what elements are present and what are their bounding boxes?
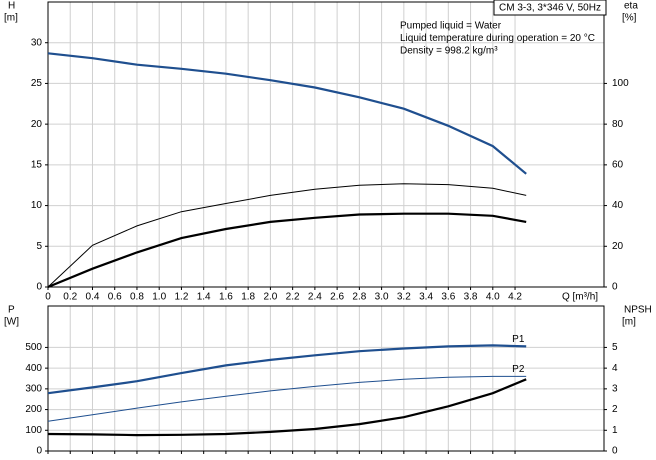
y2-axis-unit: [%] bbox=[622, 13, 637, 24]
x-tick-label: 1.8 bbox=[241, 292, 255, 303]
curve bbox=[47, 344, 527, 395]
x-axis-label: Q [m³/h] bbox=[562, 292, 598, 303]
x-tick-label: 3.6 bbox=[441, 292, 455, 303]
y2-axis-label: NPSH bbox=[624, 305, 652, 316]
x-tick-label: 0.4 bbox=[86, 292, 100, 303]
y-tick-label: 500 bbox=[25, 342, 42, 353]
curve bbox=[47, 52, 527, 175]
y2-tick-label: 0 bbox=[612, 282, 618, 293]
x-tick-label: 2.0 bbox=[263, 292, 277, 303]
y-tick-label: 5 bbox=[36, 241, 42, 252]
y-tick-label: 20 bbox=[31, 119, 43, 130]
x-tick-label: 0.6 bbox=[108, 292, 122, 303]
plot-frame bbox=[47, 305, 605, 452]
product-box bbox=[493, 0, 607, 16]
y-tick-label: 200 bbox=[25, 404, 42, 415]
x-tick-label: 3.4 bbox=[419, 292, 433, 303]
series-label: P2 bbox=[512, 364, 525, 375]
x-tick-label: 3.2 bbox=[397, 292, 411, 303]
series-label: P1 bbox=[512, 334, 525, 345]
product-title: CM 3-3, 3*346 V, 50Hz bbox=[499, 3, 601, 14]
curve bbox=[47, 183, 527, 288]
x-tick-label: 2.4 bbox=[308, 292, 322, 303]
annotation: Density = 998.2 kg/m³ bbox=[400, 46, 498, 57]
y-axis-label: H bbox=[8, 1, 15, 12]
x-tick-label: 0 bbox=[45, 292, 51, 303]
x-tick-label: 0.2 bbox=[63, 292, 77, 303]
annotation: Pumped liquid = Water bbox=[400, 21, 502, 32]
x-tick-label: 3.0 bbox=[375, 292, 389, 303]
y-tick-label: 15 bbox=[31, 159, 43, 170]
y2-tick-label: 2 bbox=[612, 404, 618, 415]
y-tick-label: 0 bbox=[36, 282, 42, 293]
y2-tick-label: 3 bbox=[612, 383, 618, 394]
x-tick-label: 2.2 bbox=[286, 292, 300, 303]
x-tick-label: 2.8 bbox=[352, 292, 366, 303]
y-tick-label: 400 bbox=[25, 363, 42, 374]
plot-frame bbox=[47, 1, 605, 288]
y2-tick-label: 1 bbox=[612, 425, 618, 436]
annotation: Liquid temperature during operation = 20… bbox=[400, 33, 595, 44]
x-tick-label: 1.2 bbox=[174, 292, 188, 303]
y-tick-label: 100 bbox=[25, 425, 42, 436]
y2-tick-label: 80 bbox=[612, 119, 624, 130]
y2-tick-label: 5 bbox=[612, 342, 618, 353]
y-tick-label: 30 bbox=[31, 37, 43, 48]
y-axis-unit: [W] bbox=[4, 317, 19, 328]
y-tick-label: 300 bbox=[25, 383, 42, 394]
curve bbox=[47, 378, 527, 437]
x-tick-label: 4.0 bbox=[486, 292, 500, 303]
y2-tick-label: 60 bbox=[612, 159, 624, 170]
y2-tick-label: 40 bbox=[612, 200, 624, 211]
x-tick-label: 0.8 bbox=[130, 292, 144, 303]
y-tick-label: 10 bbox=[31, 200, 43, 211]
x-tick-label: 4.2 bbox=[508, 292, 522, 303]
y2-axis-label: eta bbox=[624, 1, 638, 12]
y2-tick-label: 100 bbox=[612, 78, 629, 89]
x-tick-label: 1.6 bbox=[219, 292, 233, 303]
y2-tick-label: 0 bbox=[612, 446, 618, 457]
y-tick-label: 25 bbox=[31, 78, 43, 89]
y-axis-unit: [m] bbox=[4, 13, 18, 24]
y2-tick-label: 20 bbox=[612, 241, 624, 252]
curve bbox=[47, 375, 527, 422]
y-tick-label: 0 bbox=[36, 446, 42, 457]
y-axis-label: P bbox=[8, 305, 15, 316]
curve bbox=[47, 212, 527, 289]
x-tick-label: 3.8 bbox=[464, 292, 478, 303]
y2-axis-unit: [m] bbox=[622, 317, 636, 328]
x-tick-label: 1.0 bbox=[152, 292, 166, 303]
y2-tick-label: 4 bbox=[612, 363, 618, 374]
x-tick-label: 1.4 bbox=[197, 292, 211, 303]
x-tick-label: 2.6 bbox=[330, 292, 344, 303]
